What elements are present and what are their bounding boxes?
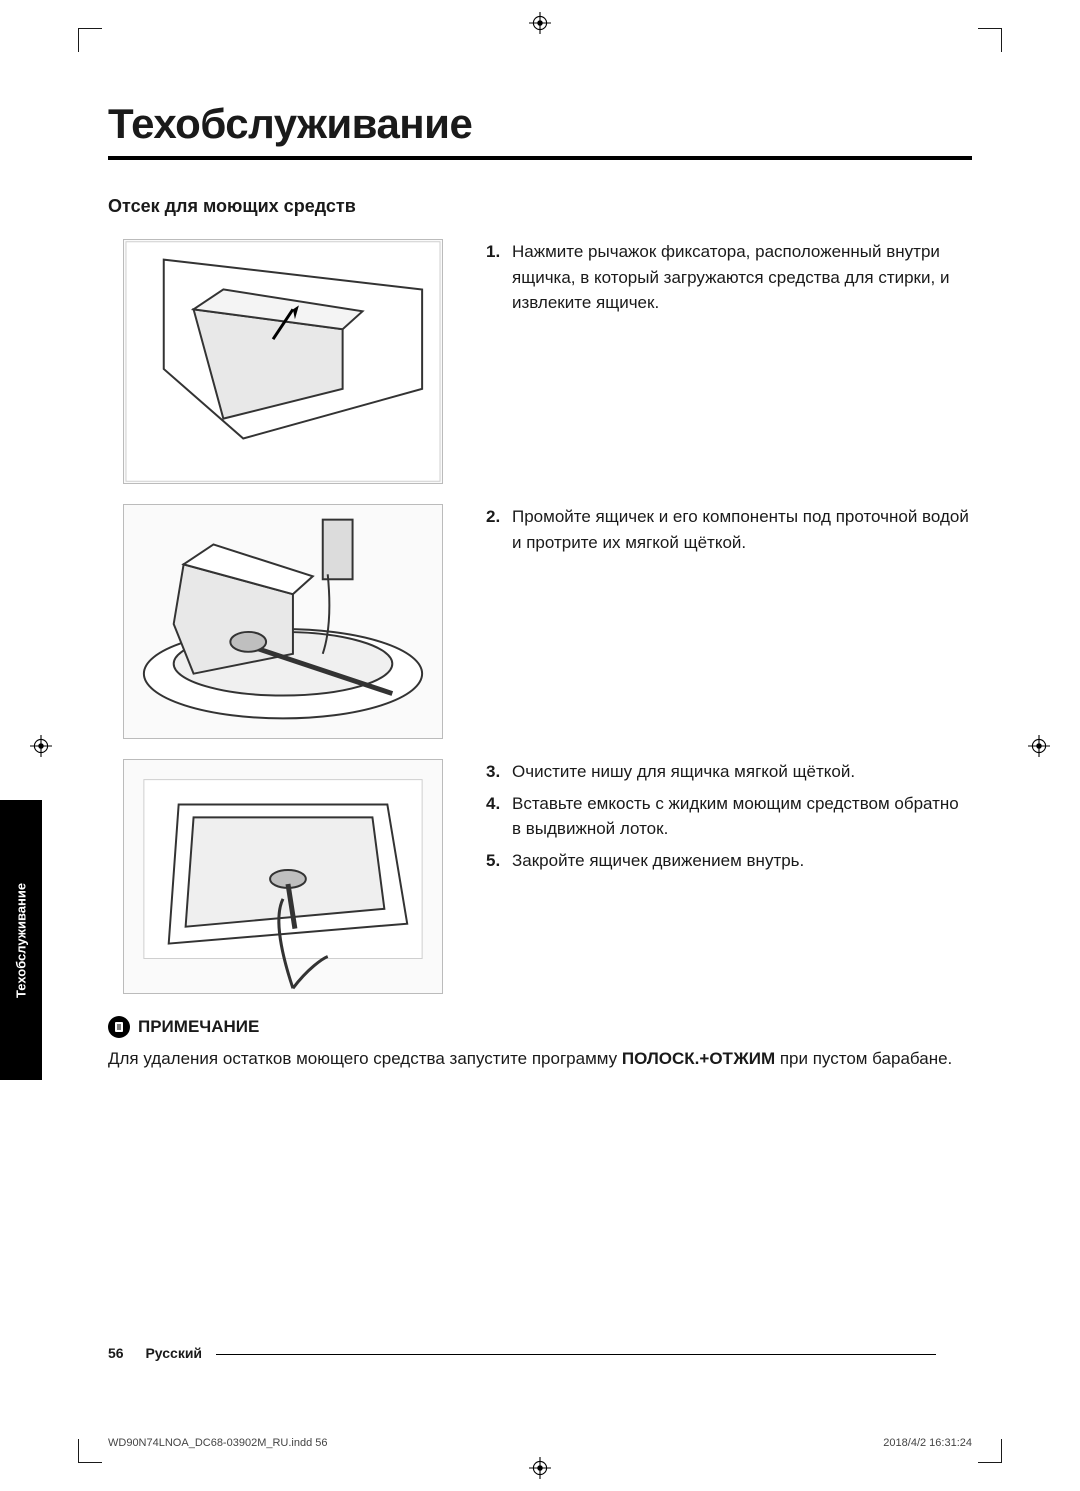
step-body: Промойте ящичек и его компоненты под про… [512,504,972,555]
note-body: Для удаления остатков моющего средства з… [108,1046,972,1072]
note-body-after: при пустом барабане. [775,1049,952,1068]
crop-mark [978,1439,1002,1463]
step-number: 5. [486,848,512,874]
imprint-left: WD90N74LNOA_DC68-03902M_RU.indd 56 [108,1437,328,1449]
step-text: 1. Нажмите рычажок фиксатора, расположен… [458,239,972,322]
registration-mark-icon [1028,735,1050,757]
registration-mark-icon [30,735,52,757]
title-rule [108,156,972,160]
illustration [108,239,458,484]
page-title: Техобслуживание [108,100,972,148]
imprint: WD90N74LNOA_DC68-03902M_RU.indd 56 2018/… [108,1437,972,1449]
step-number: 1. [486,239,512,316]
step-row: 2. Промойте ящичек и его компоненты под … [108,504,972,739]
note-body-bold: ПОЛОСК.+ОТЖИМ [622,1049,775,1068]
illustration-placeholder [123,504,443,739]
step-body: Вставьте емкость с жидким моющим средств… [512,791,972,842]
illustration-placeholder [123,759,443,994]
step-body: Нажмите рычажок фиксатора, расположенный… [512,239,972,316]
imprint-right: 2018/4/2 16:31:24 [883,1437,972,1449]
note-icon [108,1016,130,1038]
registration-mark-icon [529,1457,551,1479]
step-row: 3. Очистите нишу для ящичка мягкой щётко… [108,759,972,994]
illustration-placeholder [123,239,443,484]
note-heading: ПРИМЕЧАНИЕ [108,1016,972,1038]
note-block: ПРИМЕЧАНИЕ Для удаления остатков моющего… [108,1016,972,1072]
page-number: 56 [108,1345,124,1361]
registration-mark-icon [529,12,551,34]
step-text: 2. Промойте ящичек и его компоненты под … [458,504,972,561]
step-row: 1. Нажмите рычажок фиксатора, расположен… [108,239,972,484]
step-body: Очистите нишу для ящичка мягкой щёткой. [512,759,972,785]
step-number: 3. [486,759,512,785]
crop-mark [78,1439,102,1463]
illustration [108,759,458,994]
step-text: 3. Очистите нишу для ящичка мягкой щётко… [458,759,972,879]
note-heading-text: ПРИМЕЧАНИЕ [138,1017,259,1037]
crop-mark [78,28,102,52]
footer-rule [216,1354,936,1355]
step-body: Закройте ящичек движением внутрь. [512,848,972,874]
page-footer: 56 Русский [108,1345,972,1361]
section-subhead: Отсек для моющих средств [108,196,972,217]
illustration [108,504,458,739]
note-body-before: Для удаления остатков моющего средства з… [108,1049,622,1068]
step-number: 2. [486,504,512,555]
language-label: Русский [145,1345,202,1361]
step-number: 4. [486,791,512,842]
crop-mark [978,28,1002,52]
side-tab: Техобслуживание [0,800,42,1080]
